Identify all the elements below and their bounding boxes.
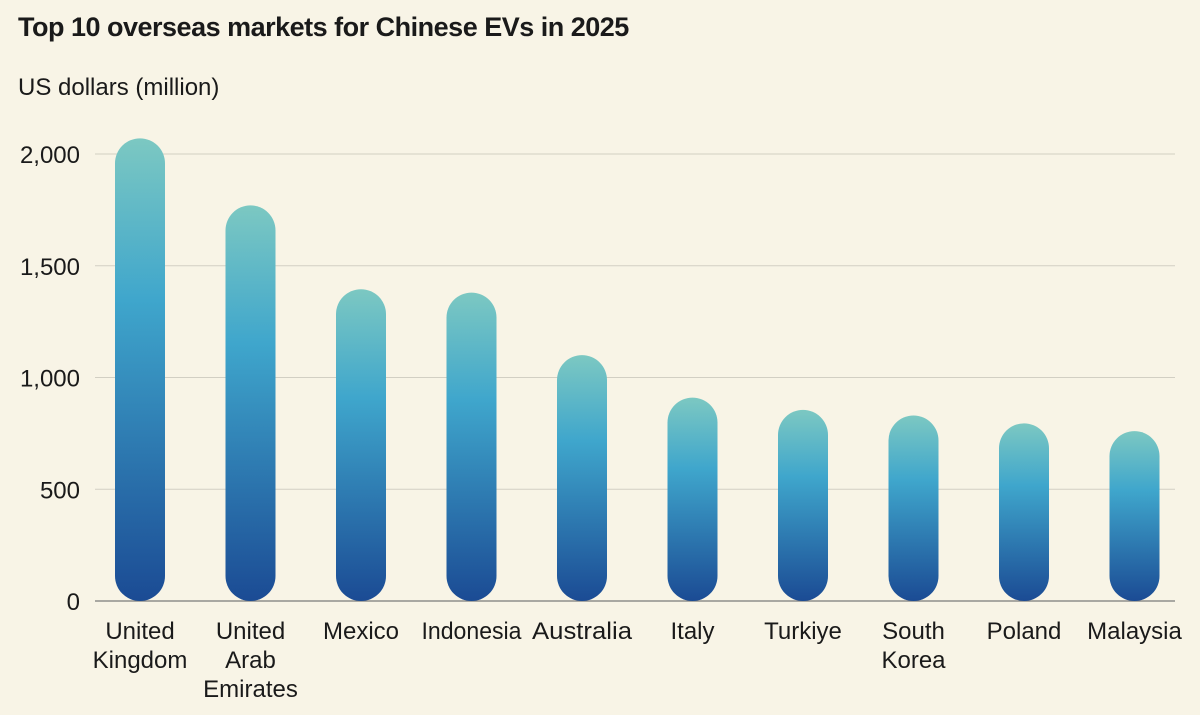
x-tick-label: South [882, 618, 945, 645]
x-tick-label: Poland [987, 618, 1062, 645]
bar [115, 138, 165, 602]
x-tick-label: Emirates [203, 676, 298, 703]
x-tick-label: Italy [670, 618, 714, 645]
y-tick-label: 2,000 [20, 142, 80, 169]
x-tick-label: Australia [532, 618, 633, 645]
x-tick-label: United [216, 618, 285, 645]
x-tick-label: Kingdom [93, 647, 188, 674]
bar [667, 397, 718, 601]
bar [557, 355, 607, 601]
y-tick-label: 500 [40, 477, 80, 504]
y-tick-label: 1,500 [20, 254, 80, 281]
y-tick-label: 1,000 [20, 366, 80, 393]
y-tick-label: 0 [67, 589, 80, 616]
bar [225, 205, 276, 601]
bar [446, 292, 497, 601]
bar [778, 409, 828, 601]
x-tick-label: Mexico [323, 618, 399, 645]
x-tick-label: Arab [225, 647, 276, 674]
y-axis-unit-label: US dollars (million) [18, 74, 220, 101]
x-tick-label: Malaysia [1087, 618, 1182, 645]
x-tick-label: Turkiye [764, 618, 842, 645]
x-tick-label: Korea [881, 647, 946, 674]
x-tick-label: Indonesia [422, 618, 523, 645]
bar [999, 423, 1049, 601]
bar [888, 415, 939, 601]
chart-title: Top 10 overseas markets for Chinese EVs … [18, 12, 629, 42]
bar [336, 289, 386, 601]
bar [1109, 431, 1160, 601]
x-tick-label: United [105, 618, 174, 645]
